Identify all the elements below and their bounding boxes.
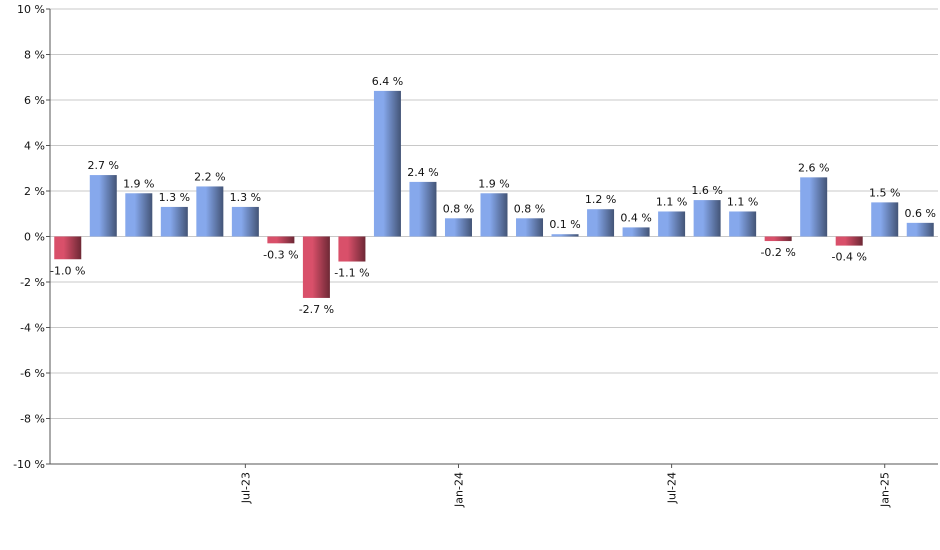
y-tick-label: 6 % — [24, 94, 45, 107]
value-label: 1.3 % — [159, 191, 190, 204]
bar — [729, 211, 757, 237]
y-tick-label: -6 % — [20, 367, 45, 380]
value-label: 1.2 % — [585, 193, 616, 206]
value-label: 1.9 % — [478, 177, 509, 190]
bar — [587, 209, 615, 237]
value-label: 2.7 % — [88, 159, 119, 172]
value-label: 2.2 % — [194, 170, 225, 183]
y-tick-label: 4 % — [24, 140, 45, 153]
bar — [764, 236, 792, 242]
y-tick-label: -8 % — [20, 413, 45, 426]
value-label: 0.6 % — [905, 207, 936, 220]
bar — [89, 175, 117, 237]
x-tick-label: Jan-24 — [452, 472, 465, 508]
bar — [480, 193, 508, 237]
value-label: -1.0 % — [50, 264, 85, 277]
y-tick-label: -10 % — [13, 458, 45, 471]
bar — [516, 218, 544, 237]
value-label: 2.6 % — [798, 161, 829, 174]
bar — [551, 234, 579, 237]
value-label: 0.8 % — [443, 202, 474, 215]
y-tick-label: -2 % — [20, 276, 45, 289]
bar — [906, 222, 934, 237]
bar — [125, 193, 153, 237]
x-tick-label: Jan-25 — [879, 472, 892, 508]
bar — [373, 90, 401, 237]
bar — [871, 202, 899, 237]
bar — [196, 186, 224, 237]
value-label: 1.6 % — [691, 184, 722, 197]
bar — [693, 200, 721, 237]
y-tick-label: 2 % — [24, 185, 45, 198]
value-label: 0.1 % — [549, 218, 580, 231]
value-label: 2.4 % — [407, 166, 438, 179]
value-label: 0.4 % — [620, 211, 651, 224]
value-label: -0.3 % — [263, 248, 298, 261]
value-label: 1.3 % — [230, 191, 261, 204]
y-tick-label: 8 % — [24, 49, 45, 62]
value-label: 6.4 % — [372, 75, 403, 88]
bar — [302, 236, 330, 298]
value-label: 0.8 % — [514, 202, 545, 215]
bar — [444, 218, 472, 237]
bar — [231, 206, 259, 237]
y-tick-label: 0 % — [24, 231, 45, 244]
bar — [160, 206, 188, 237]
value-label: -1.1 % — [334, 267, 369, 280]
x-tick-label: Jul-24 — [666, 472, 679, 504]
bar — [835, 236, 863, 246]
bar — [267, 236, 295, 244]
value-label: -0.4 % — [831, 251, 866, 264]
bar — [409, 181, 437, 237]
y-tick-label: -4 % — [20, 322, 45, 335]
value-label: 1.1 % — [727, 195, 758, 208]
bar — [338, 236, 366, 262]
bar — [800, 177, 828, 237]
value-label: 1.5 % — [869, 186, 900, 199]
bar — [622, 227, 650, 237]
value-label: 1.9 % — [123, 177, 154, 190]
bar — [54, 236, 82, 260]
bar — [658, 211, 686, 237]
value-label: 1.1 % — [656, 195, 687, 208]
value-label: -0.2 % — [760, 246, 795, 259]
value-label: -2.7 % — [299, 303, 334, 316]
x-tick-label: Jul-23 — [239, 472, 252, 504]
y-tick-label: 10 % — [17, 3, 45, 16]
